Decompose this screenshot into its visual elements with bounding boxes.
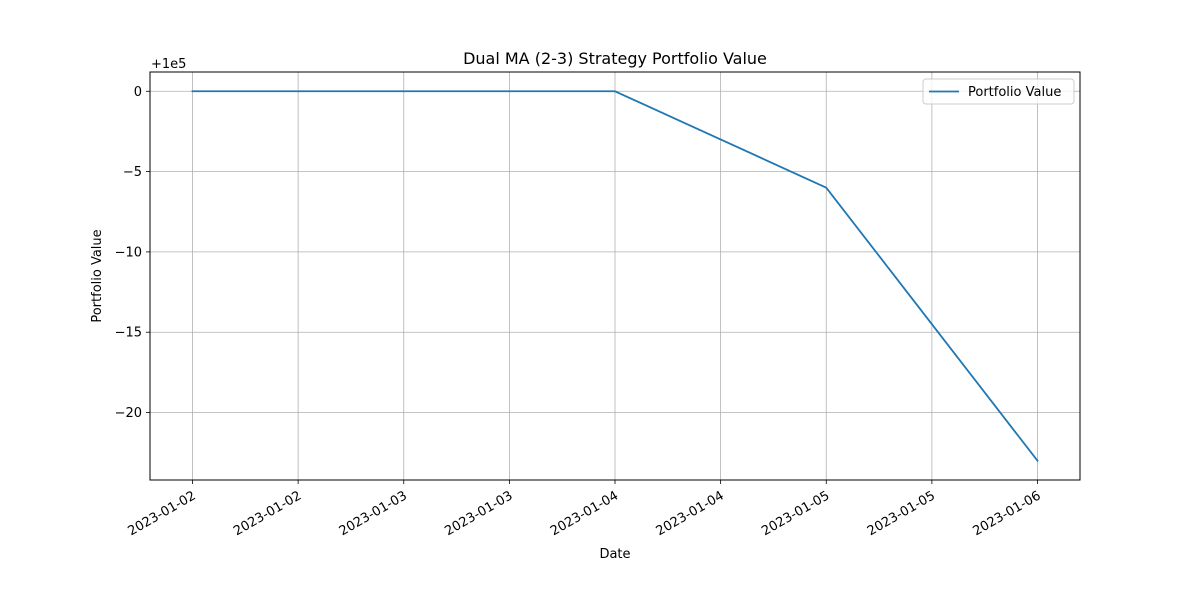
y-tick-label: −10 [115,245,142,260]
series-layer [191,90,1039,462]
y-tick-label: 0 [134,85,142,100]
legend: Portfolio Value [922,78,1075,105]
y-offset-label: +1e5 [151,57,186,72]
y-axis-title: Portfolio Value [90,229,105,322]
legend-box [922,78,1075,105]
x-axis-title: Date [599,547,630,562]
y-tick-label: −5 [123,165,142,180]
legend-label: Portfolio Value [968,85,1061,100]
chart-title: Dual MA (2-3) Strategy Portfolio Value [463,49,767,68]
y-tick-label: −20 [115,406,142,421]
series-line-portfolio-value [191,90,1039,462]
y-tick-label: −15 [115,326,142,341]
